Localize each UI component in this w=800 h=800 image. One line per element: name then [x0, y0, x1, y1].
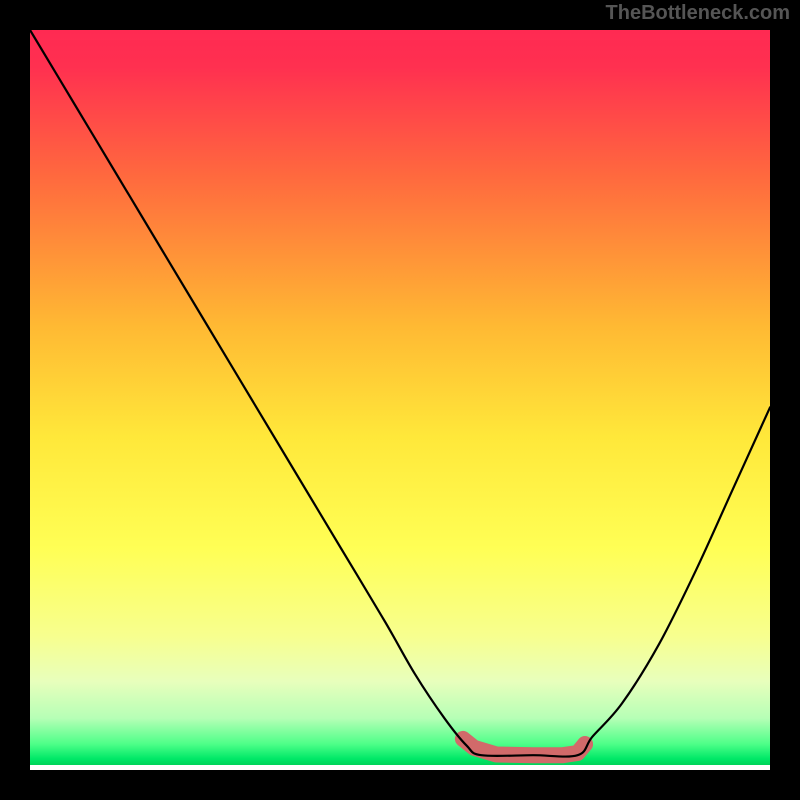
chart-svg	[0, 0, 800, 800]
watermark-label: TheBottleneck.com	[606, 2, 790, 25]
bottleneck-chart: TheBottleneck.com	[0, 0, 800, 800]
plot-background	[30, 30, 770, 770]
bottom-strip	[30, 765, 770, 770]
